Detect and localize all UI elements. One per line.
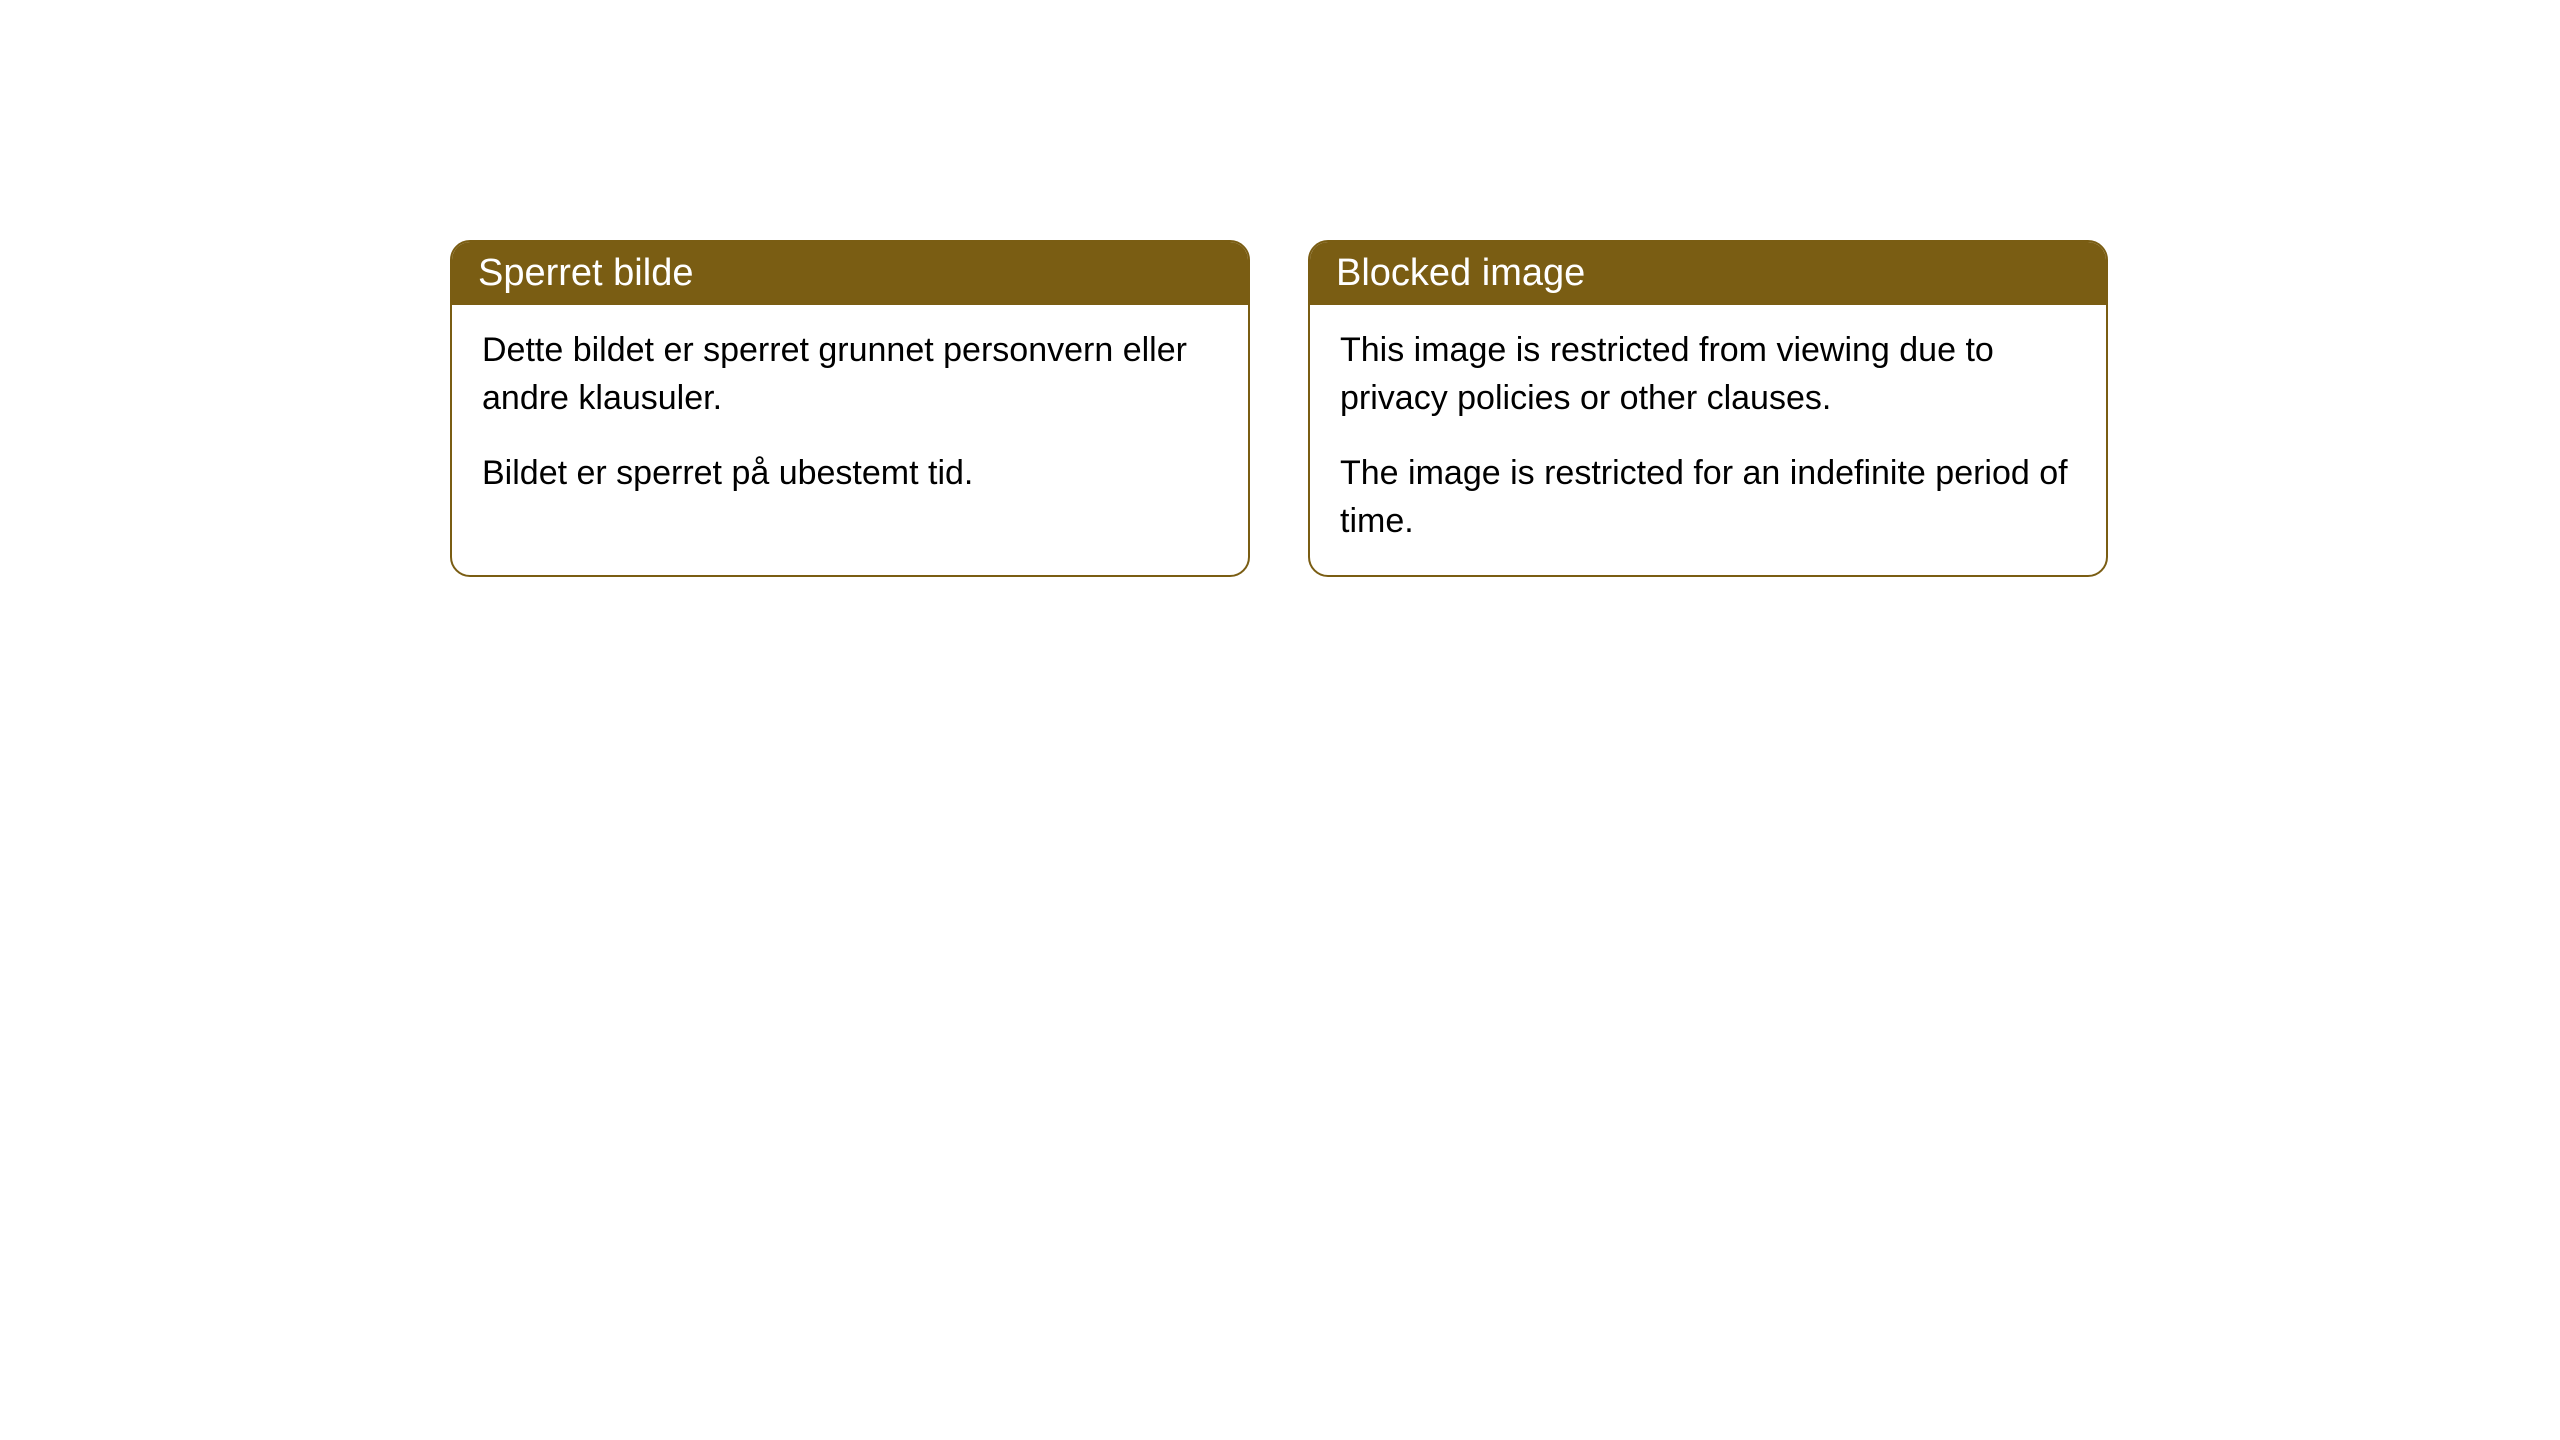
card-body-norwegian: Dette bildet er sperret grunnet personve…	[452, 305, 1248, 528]
paragraph-english-2: The image is restricted for an indefinit…	[1340, 450, 2076, 545]
card-header-norwegian: Sperret bilde	[452, 242, 1248, 305]
notice-card-english: Blocked image This image is restricted f…	[1308, 240, 2108, 577]
notice-card-norwegian: Sperret bilde Dette bildet er sperret gr…	[450, 240, 1250, 577]
card-body-english: This image is restricted from viewing du…	[1310, 305, 2106, 575]
paragraph-norwegian-2: Bildet er sperret på ubestemt tid.	[482, 450, 1218, 498]
paragraph-norwegian-1: Dette bildet er sperret grunnet personve…	[482, 327, 1218, 422]
card-header-english: Blocked image	[1310, 242, 2106, 305]
paragraph-english-1: This image is restricted from viewing du…	[1340, 327, 2076, 422]
notice-container: Sperret bilde Dette bildet er sperret gr…	[450, 240, 2108, 577]
